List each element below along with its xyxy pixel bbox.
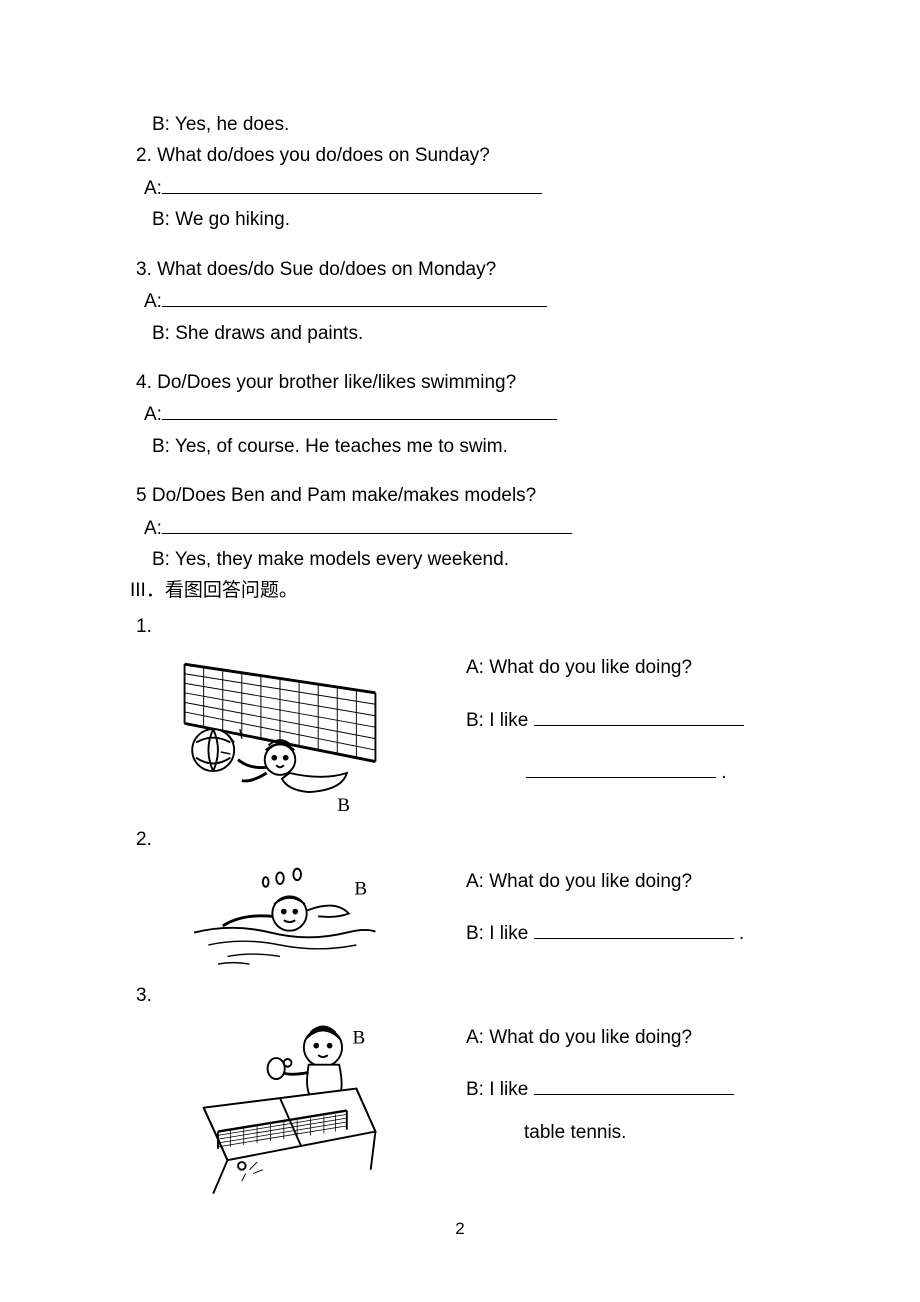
pic3-row: B A: What do you like doing? B: I like t… [130, 1017, 800, 1208]
q3-answer-b: B: She draws and paints. [130, 319, 800, 348]
b-prefix: B: I like [466, 710, 534, 731]
q5-blank[interactable] [162, 513, 572, 534]
pic3-question: A: What do you like doing? [466, 1023, 800, 1052]
pic2-number: 2. [136, 825, 800, 854]
pic3-answer-line2: table tennis. [466, 1118, 800, 1147]
q2-blank[interactable] [162, 173, 542, 194]
a-label: A: [144, 178, 162, 199]
pic2-qa: A: What do you like doing? B: I like . [466, 861, 800, 971]
q1-answer-b: B: Yes, he does. [130, 110, 800, 139]
table-tennis-icon: B [175, 1017, 385, 1208]
volleyball-icon: B [175, 647, 385, 819]
pic2-blank[interactable] [534, 918, 734, 939]
swimming-icon: B [175, 861, 385, 976]
pic3-qa: A: What do you like doing? B: I like tab… [466, 1017, 800, 1170]
q4-prompt: 4. Do/Does your brother like/likes swimm… [130, 368, 800, 397]
svg-text:B: B [353, 1027, 366, 1048]
pic2-image: B [130, 861, 430, 976]
pic1-row: B A: What do you like doing? B: I like . [130, 647, 800, 819]
pic1-image: B [130, 647, 430, 819]
q5-answer-b: B: Yes, they make models every weekend. [130, 545, 800, 574]
q5-a-line: A: [130, 513, 800, 543]
a-label: A: [144, 291, 162, 312]
pic2-row: B A: What do you like doing? B: I like . [130, 861, 800, 976]
b-prefix: B: I like [466, 923, 534, 944]
pic2-answer-line: B: I like . [466, 918, 800, 948]
page-number: 2 [0, 1216, 920, 1242]
pic1-qa: A: What do you like doing? B: I like . [466, 647, 800, 809]
pic3-image: B [130, 1017, 430, 1208]
svg-text:B: B [354, 878, 367, 899]
pic1-period: . [716, 762, 727, 783]
pic1-blank1[interactable] [534, 705, 744, 726]
pic3-answer-line1: B: I like [466, 1074, 800, 1104]
svg-text:B: B [337, 795, 350, 816]
q2-a-line: A: [130, 173, 800, 203]
pic3-number: 3. [136, 981, 800, 1010]
a-label: A: [144, 518, 162, 539]
pic1-answer-line1: B: I like [466, 705, 800, 735]
q3-a-line: A: [130, 286, 800, 316]
q4-answer-b: B: Yes, of course. He teaches me to swim… [130, 432, 800, 461]
q2-prompt: 2. What do/does you do/does on Sunday? [130, 141, 800, 170]
pic1-blank2[interactable] [526, 757, 716, 778]
pic2-question: A: What do you like doing? [466, 867, 800, 896]
q4-blank[interactable] [162, 399, 557, 420]
pic3-blank[interactable] [534, 1074, 734, 1095]
q3-prompt: 3. What does/do Sue do/does on Monday? [130, 255, 800, 284]
a-label: A: [144, 404, 162, 425]
b-prefix: B: I like [466, 1079, 534, 1100]
pic2-period: . [734, 923, 745, 944]
section3-title: III．看图回答问题。 [130, 576, 800, 605]
worksheet-page: B: Yes, he does. 2. What do/does you do/… [0, 0, 920, 1302]
q3-blank[interactable] [162, 286, 547, 307]
pic1-answer-line2: . [466, 757, 800, 787]
q4-a-line: A: [130, 399, 800, 429]
pic1-question: A: What do you like doing? [466, 653, 800, 682]
q5-prompt: 5 Do/Does Ben and Pam make/makes models? [130, 481, 800, 510]
pic1-number: 1. [136, 612, 800, 641]
q2-answer-b: B: We go hiking. [130, 205, 800, 234]
